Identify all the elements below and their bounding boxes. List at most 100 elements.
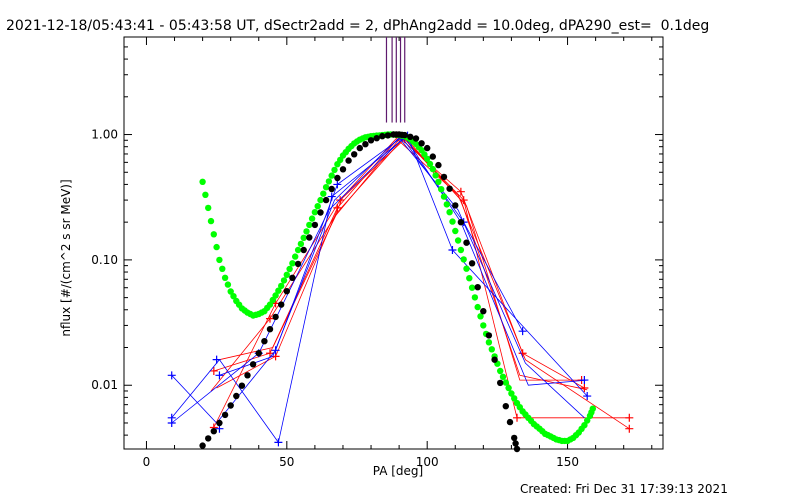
curve-point <box>205 204 212 212</box>
curve-point <box>345 157 352 164</box>
data-point <box>265 314 274 323</box>
chart-title: 2021-12-18/05:43:41 - 05:43:58 UT, dSect… <box>6 18 710 34</box>
curve-point <box>266 326 274 333</box>
curve-point <box>446 185 453 192</box>
data-point <box>167 418 176 427</box>
curve-point <box>272 292 279 299</box>
curve-point <box>278 282 285 290</box>
curve-point <box>505 384 512 392</box>
curve-point <box>320 190 327 197</box>
data-point <box>448 245 457 254</box>
curve-point <box>446 209 453 216</box>
curve-point <box>511 434 518 442</box>
curve-point <box>468 284 476 291</box>
curve-point <box>331 166 338 174</box>
curve-point <box>502 379 509 386</box>
curve-point <box>227 402 234 409</box>
data-point <box>274 438 283 447</box>
data-point <box>167 371 176 380</box>
data-point <box>518 327 527 336</box>
data-point <box>513 413 522 422</box>
curve-point <box>210 231 217 238</box>
curve-point <box>297 240 305 248</box>
x-axis-label: PA [deg] <box>372 464 424 478</box>
series-line <box>219 137 585 419</box>
curve-point <box>424 155 431 162</box>
curve-point <box>438 186 445 193</box>
curve-point <box>280 277 288 284</box>
curve-point <box>325 178 333 185</box>
curve-point <box>454 237 462 244</box>
curve-point <box>244 372 251 379</box>
data-point <box>271 346 280 355</box>
curve-point <box>512 440 519 447</box>
curve-point <box>278 301 285 308</box>
curve-point <box>308 215 316 222</box>
curve-point <box>219 265 226 272</box>
curve-point <box>328 172 335 179</box>
curve-point <box>199 442 206 449</box>
curve-point <box>513 445 521 453</box>
curve-point <box>283 288 290 295</box>
curve-point <box>584 417 591 424</box>
curve-point <box>205 435 212 442</box>
data-point <box>625 413 634 422</box>
curve-point <box>216 419 223 427</box>
curve-point <box>497 379 504 387</box>
curve-point <box>412 135 420 142</box>
data-point <box>209 366 218 375</box>
curve-point <box>322 196 330 204</box>
curve-point <box>216 256 223 264</box>
curve-point <box>457 219 465 226</box>
curve-point <box>474 284 481 291</box>
curve-point <box>317 196 324 204</box>
curve-point <box>367 137 375 144</box>
curve-point <box>224 281 232 288</box>
curve-point <box>199 178 206 185</box>
data-point <box>333 180 342 189</box>
curve-point <box>471 294 479 301</box>
curve-point <box>429 153 436 160</box>
curve-point <box>289 274 296 281</box>
curve-point <box>292 253 299 260</box>
curve-point <box>266 301 274 308</box>
curve-point <box>449 218 456 225</box>
curve-point <box>294 246 302 254</box>
curve-point <box>432 172 439 179</box>
curve-point <box>384 132 392 139</box>
data-point <box>518 349 527 358</box>
curve-point <box>426 160 434 168</box>
data-point <box>580 384 589 393</box>
curve-point <box>477 313 484 320</box>
curve-point <box>339 166 347 173</box>
curve-point <box>463 265 470 272</box>
curve-point <box>322 184 330 191</box>
curve-point <box>306 234 313 241</box>
curve-point <box>202 191 209 198</box>
curve-point <box>294 260 302 268</box>
curve-point <box>480 322 487 329</box>
curve-point <box>227 288 234 295</box>
curve-point <box>311 221 319 229</box>
curve-point <box>317 209 324 216</box>
data-point <box>625 424 634 433</box>
curve-point <box>418 140 425 147</box>
curve-point <box>300 246 307 254</box>
curve-point <box>314 203 321 210</box>
plot-frame <box>123 36 664 450</box>
curve-point <box>230 293 237 300</box>
curve-point <box>443 201 450 208</box>
x-tick-label: 0 <box>143 455 151 469</box>
curve-point <box>435 178 442 185</box>
curve-point <box>233 392 240 400</box>
curve-point <box>286 265 293 273</box>
data-point <box>265 349 274 358</box>
x-tick-label: 150 <box>556 455 579 469</box>
curve-point <box>485 332 493 339</box>
x-tick-label: 100 <box>416 455 439 469</box>
curve-point <box>401 131 408 139</box>
curve-point <box>480 308 487 315</box>
curve-point <box>238 382 246 389</box>
data-point <box>580 376 589 385</box>
x-tick-label: 50 <box>279 455 294 469</box>
